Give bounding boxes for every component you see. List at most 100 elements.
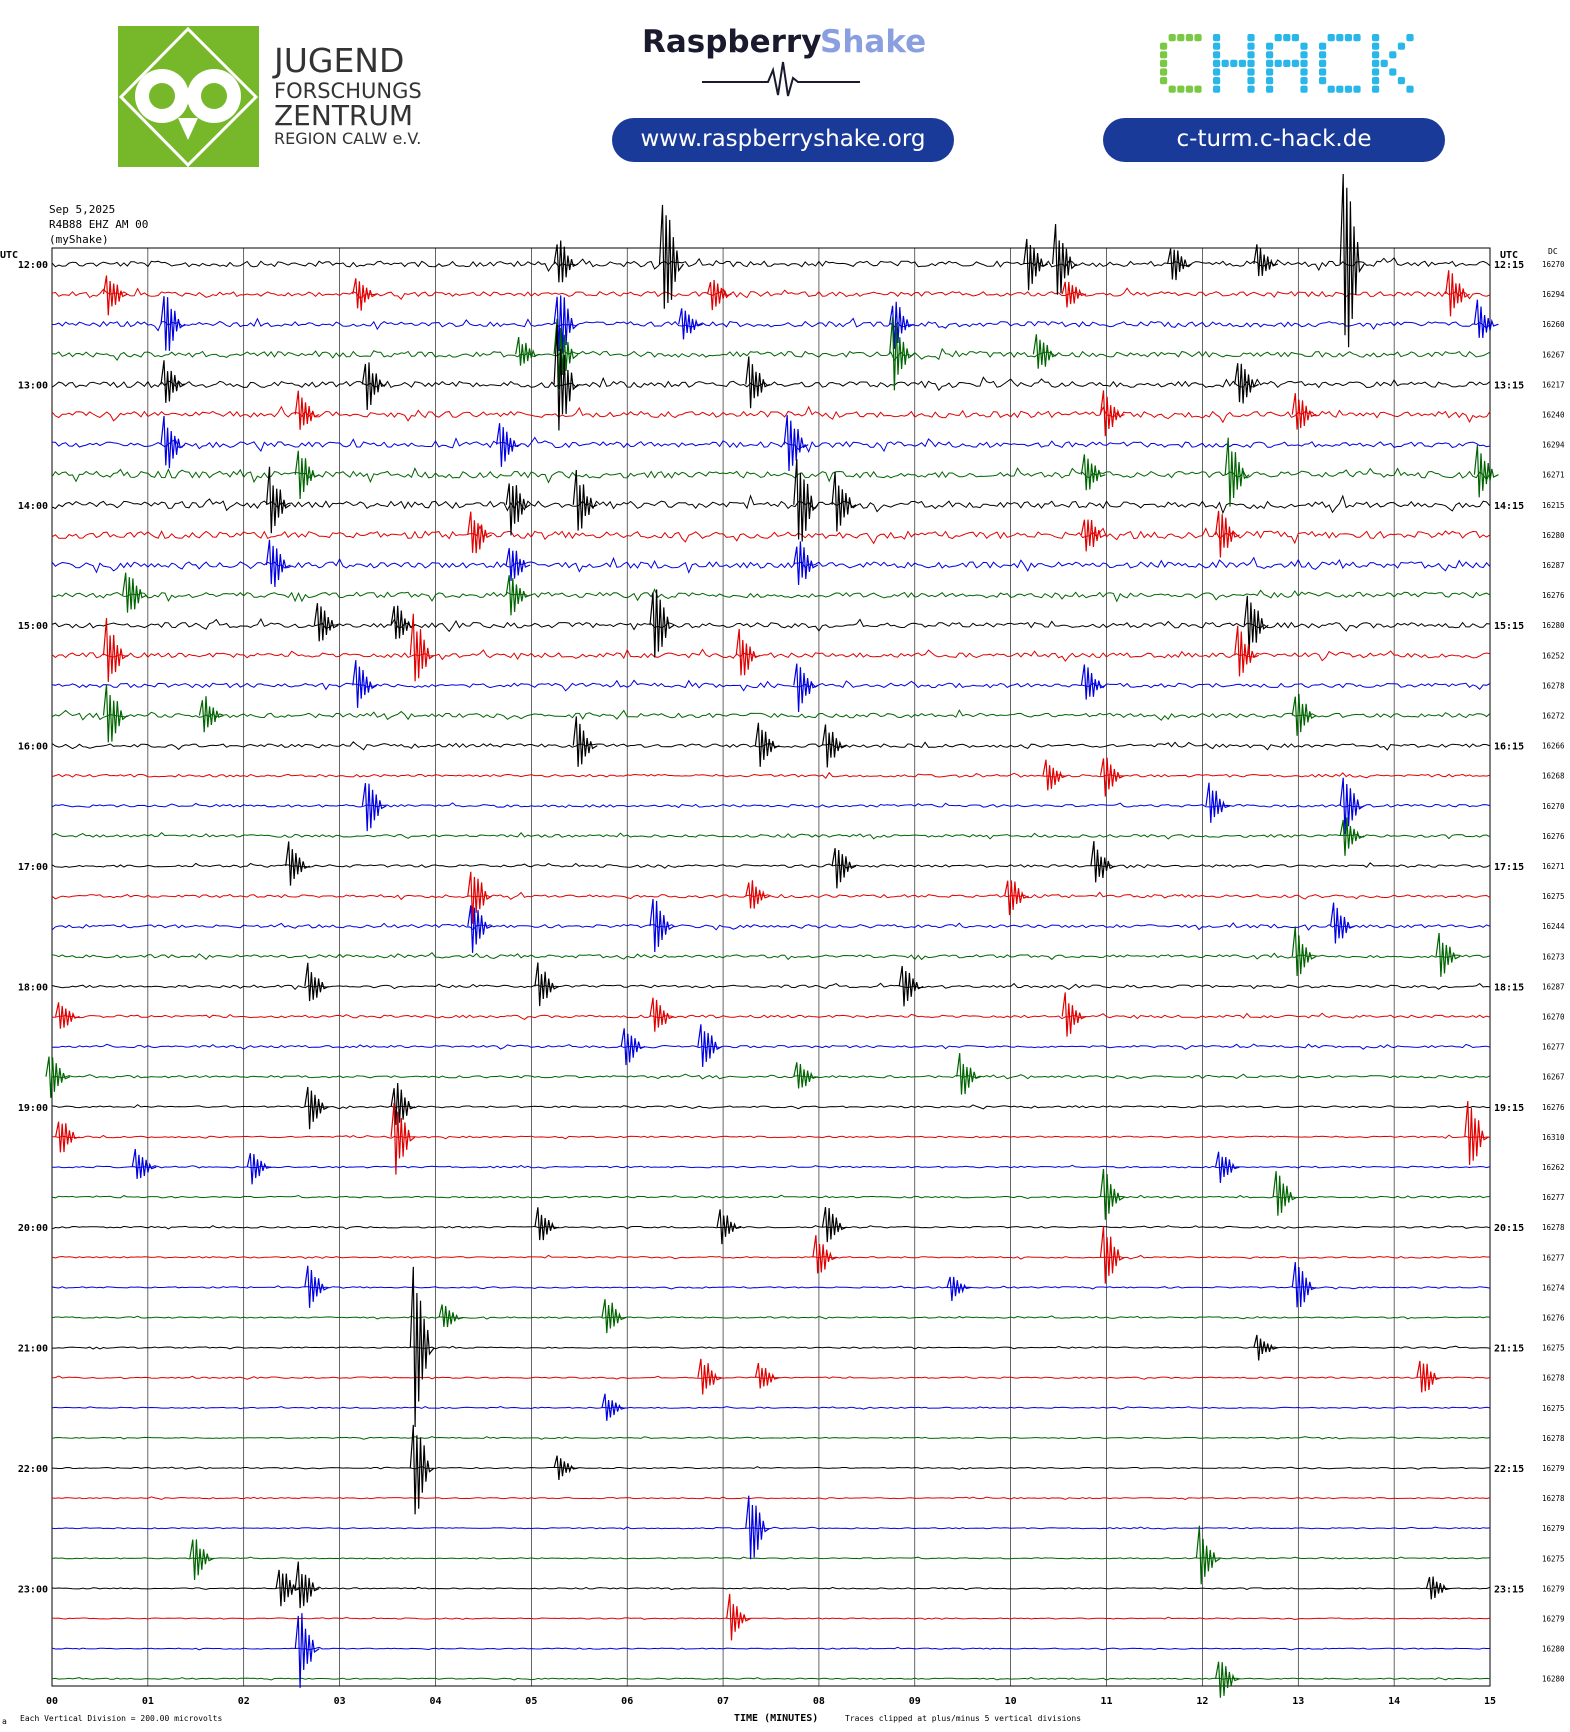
right-hour-label: 21:15	[1494, 1344, 1524, 1355]
seismic-event-mark	[553, 295, 579, 354]
seismic-event-mark	[553, 318, 579, 390]
jfz-line3: ZENTRUM	[274, 99, 413, 132]
chack-logo-dot	[1160, 68, 1168, 76]
footer-clip-note: Traces clipped at plus/minus 5 vertical …	[845, 1714, 1081, 1723]
seismic-event-mark	[793, 1062, 818, 1089]
chack-link-pill[interactable]	[1103, 118, 1445, 162]
chack-link[interactable]: c-turm.c-hack.de	[1177, 126, 1372, 152]
seismic-event-mark	[160, 360, 186, 403]
x-tick-label: 14	[1388, 1696, 1400, 1707]
trace-row	[51, 1616, 1491, 1621]
dc-offset-label: 16271	[1542, 471, 1565, 480]
seismic-events	[45, 173, 1499, 1698]
seismic-event-mark	[649, 997, 675, 1032]
x-tick-label: 15	[1484, 1696, 1496, 1707]
chack-logo-dot	[1213, 85, 1221, 93]
chack-logo-dot	[1221, 59, 1229, 67]
dc-offset-label: 16267	[1542, 1073, 1565, 1082]
trace-row	[51, 494, 1491, 515]
dc-offset-label: 16310	[1542, 1133, 1565, 1142]
chack-logo-dot	[1319, 68, 1327, 76]
chack-logo-dot	[1319, 59, 1327, 67]
seismic-event-mark	[102, 684, 128, 743]
trace-row	[51, 1012, 1491, 1020]
chack-logo-dot	[1266, 68, 1274, 76]
seismic-event-mark	[1215, 510, 1240, 558]
raspberryshake-link-pill[interactable]	[612, 118, 954, 162]
dc-offset-label: 16268	[1542, 772, 1565, 781]
trace-row	[51, 1646, 1490, 1651]
chack-logo-dot	[1247, 68, 1255, 76]
seismic-event-mark	[102, 618, 128, 682]
trace-row	[51, 771, 1491, 779]
x-tick-label: 03	[334, 1696, 346, 1707]
seismic-event-mark	[304, 1086, 330, 1130]
trace-row	[51, 709, 1491, 721]
chack-logo-dot	[1194, 85, 1202, 93]
dc-offset-label: 16270	[1542, 260, 1565, 269]
chack-logo-dot	[1247, 34, 1255, 42]
x-tick-label: 08	[813, 1696, 825, 1707]
seismic-event-mark	[1445, 270, 1471, 317]
seismic-event-mark	[1291, 393, 1317, 430]
seismic-event-mark	[294, 390, 320, 430]
raspberryshake-link[interactable]: www.raspberryshake.org	[641, 126, 926, 152]
seismic-event-mark	[649, 898, 675, 953]
dc-offset-label: 16277	[1542, 1253, 1565, 1262]
seismic-event-mark	[1042, 759, 1068, 791]
minute-gridlines	[147, 248, 1395, 1686]
chack-logo-dot	[1380, 59, 1388, 67]
seismic-event-mark	[390, 605, 416, 640]
seismic-event-mark	[754, 1362, 780, 1389]
seismic-event-mark	[390, 1082, 416, 1125]
seismic-event-mark	[1061, 992, 1087, 1037]
x-tick-label: 13	[1292, 1696, 1304, 1707]
seismic-event-mark	[1425, 1576, 1451, 1600]
chack-logo-dot	[1247, 77, 1255, 85]
seismic-event-mark	[1032, 334, 1058, 369]
chack-logo-dot	[1160, 77, 1168, 85]
seismic-event-mark	[821, 724, 847, 768]
seismic-event-mark	[1435, 932, 1461, 977]
chack-logo-dot	[1247, 42, 1255, 50]
seismic-event-mark	[1052, 224, 1078, 295]
dc-offset-label: 16271	[1542, 862, 1565, 871]
chack-logo-dot	[1372, 77, 1380, 85]
seismic-event-mark	[189, 1539, 215, 1581]
right-hour-label: 16:15	[1494, 742, 1524, 753]
x-tick-label: 05	[525, 1696, 537, 1707]
trace-row	[51, 1526, 1491, 1530]
chack-logo-dot	[1283, 59, 1291, 67]
seismic-event-mark	[1234, 625, 1259, 677]
seismic-event-mark	[122, 572, 147, 613]
seismic-event-mark	[534, 1207, 560, 1241]
chack-logo-dot	[1194, 34, 1202, 42]
chack-logo-dot	[1372, 51, 1380, 59]
seismic-event-mark	[1224, 437, 1250, 507]
chack-logo-dot	[1353, 34, 1361, 42]
x-axis-title: TIME (MINUTES)	[734, 1713, 818, 1724]
seismic-event-mark	[745, 356, 771, 409]
dc-offset-label: 16240	[1542, 411, 1565, 420]
chack-logo-dot	[1372, 85, 1380, 93]
seismic-event-mark	[601, 1299, 627, 1334]
dc-offset-label: 16275	[1542, 1404, 1565, 1413]
chack-logo-dot	[1336, 85, 1344, 93]
x-tick-labels: 00 01 02 03 04 05 06 07 08 09 10 11 12 13 14 15	[46, 1696, 1496, 1707]
seismic-event-mark	[697, 1024, 723, 1068]
trace-row	[51, 741, 1491, 751]
station-date: Sep 5,2025	[49, 203, 115, 216]
trace-row	[51, 617, 1491, 633]
seismic-event-mark	[1272, 1171, 1298, 1216]
dc-offset-label: 16294	[1542, 290, 1565, 299]
left-hour-label: 17:00	[18, 862, 48, 873]
chack-logo-dot	[1389, 51, 1397, 59]
trace-row	[51, 467, 1491, 484]
footer-mark: a	[2, 1717, 7, 1726]
left-axis-title: UTC	[0, 250, 18, 261]
seismic-event-mark	[572, 469, 598, 531]
seismic-event-mark	[831, 471, 857, 532]
seismic-event-mark	[1339, 817, 1365, 856]
jfz-line2: FORSCHUNGS	[274, 79, 422, 103]
